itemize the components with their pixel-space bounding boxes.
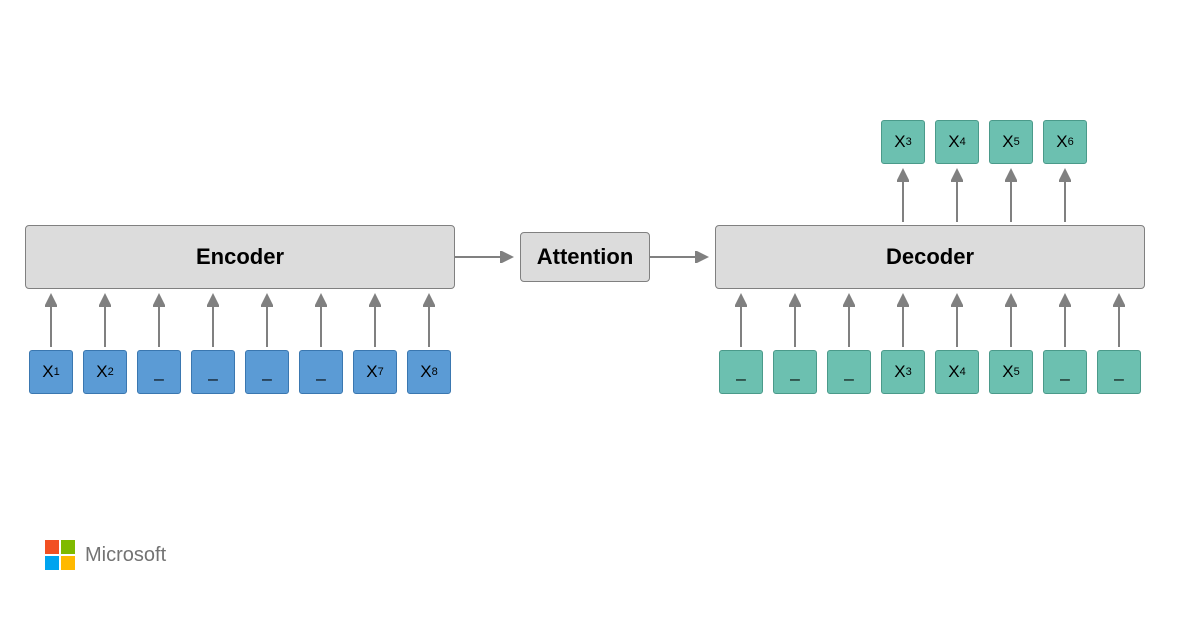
- encoder-input-arrow-4: [261, 289, 273, 353]
- encoder-input-arrow-3: [207, 289, 219, 353]
- decoder-input-arrow-5: [1005, 289, 1017, 353]
- attention-block: Attention: [520, 232, 650, 282]
- encoder-input-token-2: _: [137, 350, 181, 394]
- microsoft-logo-text: Microsoft: [85, 544, 166, 567]
- decoder-input-arrow-4: [951, 289, 963, 353]
- decoder-input-token-3: X3: [881, 350, 925, 394]
- decoder-input-token-1: _: [773, 350, 817, 394]
- decoder-input-arrow-2: [843, 289, 855, 353]
- decoder-input-arrow-6: [1059, 289, 1071, 353]
- decoder-input-arrow-0: [735, 289, 747, 353]
- decoder-output-arrow-3: [1059, 164, 1071, 228]
- encoder-input-token-6: X7: [353, 350, 397, 394]
- encoder-input-arrow-5: [315, 289, 327, 353]
- microsoft-logo-icon: [45, 540, 75, 570]
- decoder-input-token-2: _: [827, 350, 871, 394]
- encoder-input-arrow-6: [369, 289, 381, 353]
- decoder-input-arrow-7: [1113, 289, 1125, 353]
- decoder-input-token-7: _: [1097, 350, 1141, 394]
- attention-label: Attention: [537, 244, 634, 270]
- encoder-input-token-5: _: [299, 350, 343, 394]
- encoder-input-arrow-7: [423, 289, 435, 353]
- encoder-label: Encoder: [196, 244, 284, 270]
- microsoft-logo: Microsoft: [45, 540, 166, 570]
- decoder-output-token-1: X4: [935, 120, 979, 164]
- decoder-input-token-6: _: [1043, 350, 1087, 394]
- encoder-input-token-1: X2: [83, 350, 127, 394]
- decoder-input-token-5: X5: [989, 350, 1033, 394]
- decoder-block: Decoder: [715, 225, 1145, 289]
- decoder-label: Decoder: [886, 244, 974, 270]
- encoder-input-token-0: X1: [29, 350, 73, 394]
- encoder-block: Encoder: [25, 225, 455, 289]
- decoder-output-token-0: X3: [881, 120, 925, 164]
- decoder-output-token-3: X6: [1043, 120, 1087, 164]
- encoder-input-token-4: _: [245, 350, 289, 394]
- encoder-input-arrow-2: [153, 289, 165, 353]
- encoder-input-token-7: X8: [407, 350, 451, 394]
- decoder-input-token-4: X4: [935, 350, 979, 394]
- decoder-output-arrow-0: [897, 164, 909, 228]
- encoder-input-token-3: _: [191, 350, 235, 394]
- flow-arrow-0: [449, 251, 518, 263]
- flow-arrow-1: [644, 251, 713, 263]
- decoder-input-arrow-3: [897, 289, 909, 353]
- encoder-input-arrow-1: [99, 289, 111, 353]
- decoder-input-token-0: _: [719, 350, 763, 394]
- decoder-input-arrow-1: [789, 289, 801, 353]
- encoder-input-arrow-0: [45, 289, 57, 353]
- decoder-output-arrow-1: [951, 164, 963, 228]
- decoder-output-token-2: X5: [989, 120, 1033, 164]
- decoder-output-arrow-2: [1005, 164, 1017, 228]
